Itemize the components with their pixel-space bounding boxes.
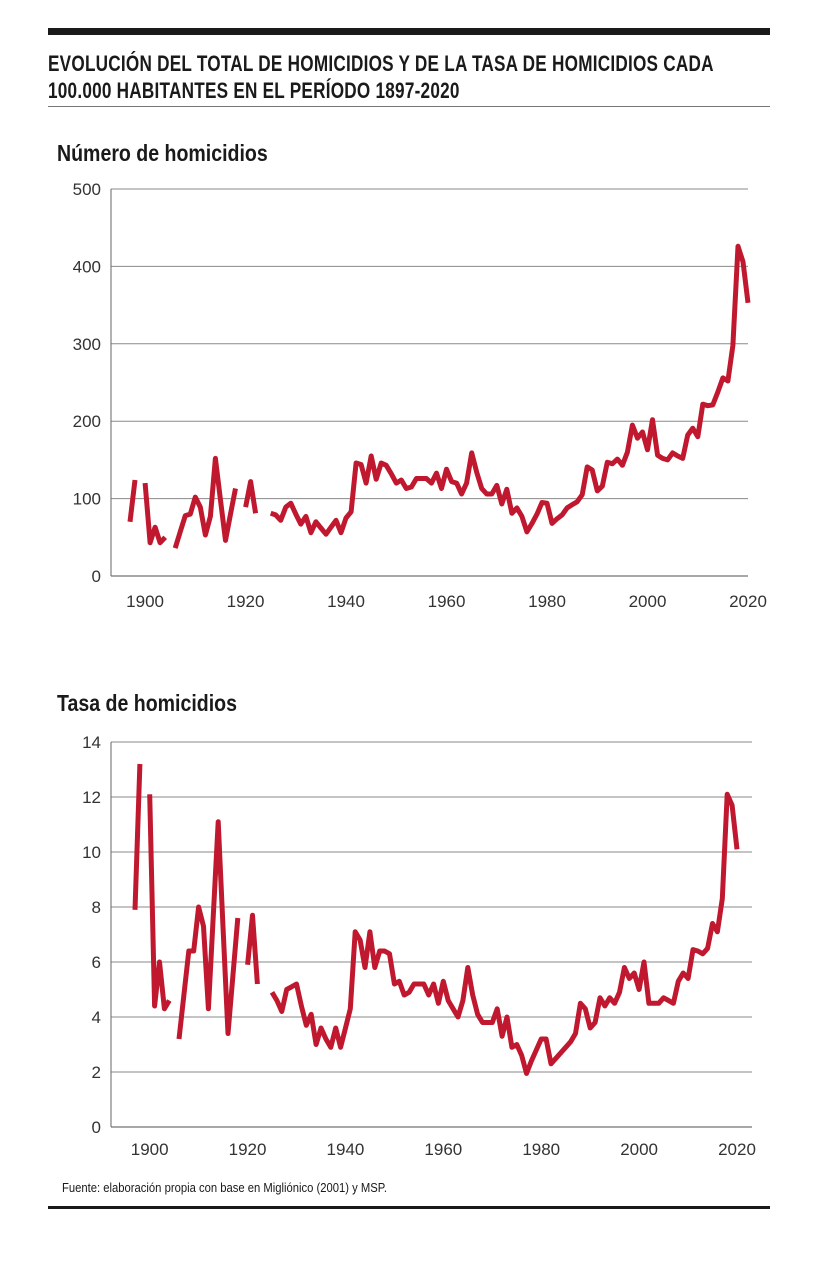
series-line-segment	[245, 912, 260, 985]
chart-title: EVOLUCIÓN DEL TOTAL DE HOMICIDIOS Y DE L…	[48, 50, 750, 104]
x-tick-label: 1960	[428, 592, 466, 611]
x-tick-label: 1940	[327, 1140, 365, 1159]
top-rule	[48, 28, 770, 35]
y-tick-label: 4	[92, 1008, 101, 1027]
x-tick-label: 2020	[729, 592, 767, 611]
series-line-segment	[172, 455, 238, 549]
series-line-segment	[127, 479, 138, 523]
x-tick-label: 2000	[629, 592, 667, 611]
x-tick-label: 1900	[131, 1140, 169, 1159]
series-line-segment	[142, 482, 168, 546]
series-line-segment	[243, 479, 259, 514]
y-tick-label: 200	[73, 412, 101, 431]
y-tick-label: 400	[73, 257, 101, 276]
chart-homicide-count: 0 100 200 300 400 500 1900 1920 1940 1960 1980 2000…	[73, 180, 767, 611]
y-tick-label: 10	[82, 843, 101, 862]
title-line-1: EVOLUCIÓN DEL TOTAL DE HOMICIDIOS Y DE L…	[48, 51, 714, 76]
y-tick-label: 12	[82, 788, 101, 807]
y-tick-label: 0	[92, 567, 101, 586]
y-tick-label: 2	[92, 1063, 101, 1082]
x-tick-label: 1980	[522, 1140, 560, 1159]
chart-1-title: Número de homicidios	[57, 140, 268, 166]
bottom-rule	[48, 1206, 770, 1209]
x-tick-label: 1960	[424, 1140, 462, 1159]
title-line-2: 100.000 HABITANTES EN EL PERÍODO 1897-20…	[48, 78, 460, 103]
y-tick-label: 500	[73, 180, 101, 199]
x-tick-label: 1920	[229, 1140, 267, 1159]
y-tick-label: 100	[73, 490, 101, 509]
series-line-segment	[269, 243, 751, 537]
x-tick-label: 1920	[227, 592, 265, 611]
y-tick-label: 14	[82, 733, 101, 752]
x-tick-label: 1980	[528, 592, 566, 611]
y-tick-label: 8	[92, 898, 101, 917]
x-tick-label: 2000	[620, 1140, 658, 1159]
y-tick-label: 6	[92, 953, 101, 972]
series-line-segment	[132, 763, 143, 910]
chart-homicide-rate: 0 2 4 6 8 10 12 14 1900 1920 1940 1960 1980 2000 2020	[82, 733, 756, 1159]
x-tick-label: 2020	[718, 1140, 756, 1159]
series-line-segment	[176, 819, 241, 1040]
series-line-segment	[147, 794, 172, 1012]
source-note: Fuente: elaboración propia con base en M…	[62, 1181, 387, 1195]
series-line-segment	[269, 791, 740, 1076]
y-tick-label: 0	[92, 1118, 101, 1137]
title-divider	[48, 106, 770, 107]
chart-2-title: Tasa de homicidios	[57, 690, 237, 716]
x-tick-label: 1900	[126, 592, 164, 611]
x-tick-label: 1940	[327, 592, 365, 611]
y-tick-label: 300	[73, 335, 101, 354]
